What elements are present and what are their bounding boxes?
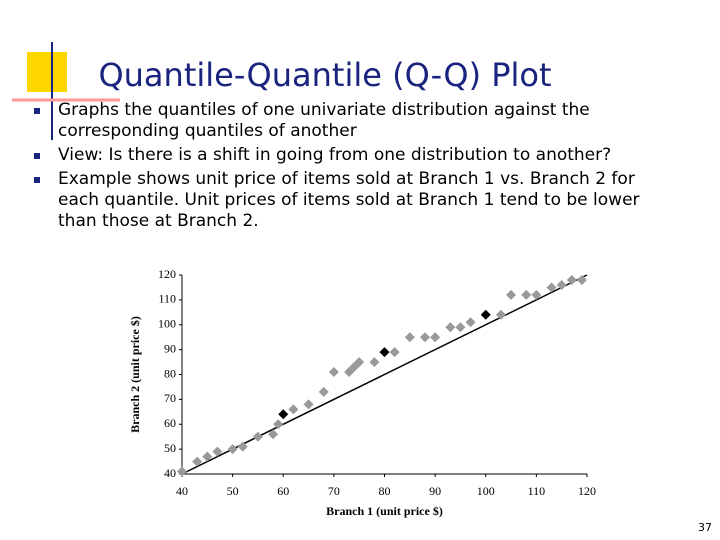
y-tick-label: 90 — [164, 341, 176, 355]
point — [177, 466, 187, 477]
y-tick-label: 50 — [164, 441, 176, 455]
page-number: 37 — [698, 521, 712, 534]
x-tick-label: 70 — [328, 484, 340, 498]
point — [273, 419, 284, 430]
x-axis-label: Branch 1 (unit price $) — [326, 504, 443, 518]
x-tick-label: 100 — [477, 484, 495, 498]
point — [328, 367, 339, 378]
point — [495, 309, 506, 320]
point — [389, 347, 400, 358]
x-tick-label: 110 — [528, 484, 546, 498]
point — [521, 289, 532, 300]
point — [212, 446, 223, 457]
point — [379, 347, 390, 358]
point — [349, 362, 360, 373]
point — [455, 322, 466, 333]
x-tick-label: 120 — [578, 484, 596, 498]
point — [445, 322, 456, 333]
point — [480, 309, 491, 320]
point — [318, 386, 329, 397]
point — [237, 441, 248, 452]
bullet: Example shows unit price of items sold a… — [34, 169, 678, 232]
y-tick-label: 40 — [164, 466, 176, 480]
point — [288, 404, 299, 415]
point — [430, 332, 441, 343]
x-tick-label: 80 — [379, 484, 391, 498]
point — [227, 444, 238, 455]
y-tick-label: 70 — [164, 391, 176, 405]
point — [531, 289, 542, 300]
point — [369, 357, 380, 368]
point — [303, 399, 314, 410]
point — [556, 279, 567, 290]
x-tick-label: 50 — [227, 484, 239, 498]
point — [404, 332, 415, 343]
point — [465, 317, 476, 328]
point — [252, 431, 263, 442]
x-tick-label: 90 — [429, 484, 441, 498]
y-tick-label: 120 — [158, 267, 176, 281]
point — [506, 289, 517, 300]
reference-line — [181, 274, 588, 475]
point — [354, 357, 365, 368]
point — [192, 456, 203, 467]
bullet: View: Is there is a shift in going from … — [34, 145, 678, 166]
y-axis-label: Branch 2 (unit price $) — [128, 316, 142, 433]
point — [546, 282, 557, 293]
point — [576, 274, 587, 285]
y-tick-label: 110 — [158, 292, 176, 306]
x-tick-label: 40 — [176, 484, 188, 498]
point — [202, 451, 213, 462]
yellow-square — [27, 52, 67, 92]
point — [278, 409, 289, 420]
slide-title: Quantile-Quantile (Q-Q) Plot — [98, 56, 552, 94]
bullet: Graphs the quantiles of one univariate d… — [34, 100, 678, 142]
point — [566, 274, 577, 285]
y-tick-label: 100 — [158, 317, 176, 331]
y-tick-label: 80 — [164, 366, 176, 380]
point — [344, 367, 355, 378]
bullet-list: Graphs the quantiles of one univariate d… — [34, 100, 678, 235]
x-tick-label: 60 — [277, 484, 289, 498]
point — [268, 429, 279, 440]
y-tick-label: 60 — [164, 416, 176, 430]
point — [420, 332, 430, 343]
